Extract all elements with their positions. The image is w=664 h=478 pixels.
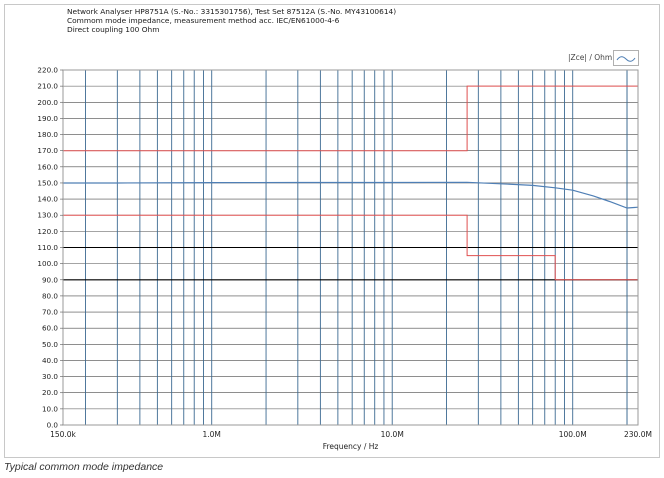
y-tick-label: 220.0	[37, 66, 58, 75]
y-tick-label: 190.0	[37, 114, 58, 123]
y-tick-label: 130.0	[37, 211, 58, 220]
y-tick-label: 90.0	[42, 275, 58, 284]
x-tick-label: 10.0M	[381, 430, 404, 439]
series-lines	[63, 181, 639, 209]
legend-swatch	[613, 50, 639, 66]
y-tick-label: 30.0	[42, 372, 58, 381]
y-tick-label: 40.0	[42, 356, 58, 365]
y-tick-label: 110.0	[37, 243, 58, 252]
x-tick-label: 1.0M	[203, 430, 221, 439]
series-line	[63, 181, 639, 209]
figure-caption: Typical common mode impedance	[4, 461, 164, 473]
y-tick-label: 80.0	[42, 291, 58, 300]
y-tick-label: 70.0	[42, 308, 58, 317]
y-tick-label: 160.0	[37, 162, 58, 171]
y-tick-label: 60.0	[42, 324, 58, 333]
header-line-1: Network Analyser HP8751A (S.-No.: 331530…	[67, 7, 397, 16]
x-tick-labels: 150.0k 1.0M 10.0M 100.0M 230.0M	[50, 430, 652, 439]
y-tick-label: 50.0	[42, 340, 58, 349]
limit-line	[63, 214, 638, 281]
y-tick-label: 180.0	[37, 130, 58, 139]
legend-label: |Zce| / Ohm	[568, 53, 613, 62]
x-tick-label: 150.0k	[50, 430, 76, 439]
x-tick-label: 100.0M	[559, 430, 587, 439]
header-line-3: Direct coupling 100 Ohm	[67, 25, 160, 34]
x-axis-label: Frequency / Hz	[323, 442, 379, 451]
y-tick-label: 140.0	[37, 195, 58, 204]
header-line-2: Commom mode impedance, measurement metho…	[67, 16, 340, 25]
y-tick-label: 120.0	[37, 227, 58, 236]
y-tick-label: 210.0	[37, 82, 58, 91]
y-tick-label: 150.0	[37, 178, 58, 187]
y-tick-label: 10.0	[42, 404, 58, 413]
y-tick-label: 100.0	[37, 259, 58, 268]
y-tick-label: 170.0	[37, 146, 58, 155]
chart-frame: Network Analyser HP8751A (S.-No.: 331530…	[4, 4, 660, 458]
reference-lines	[63, 246, 638, 281]
x-tick-label: 230.0M	[624, 430, 652, 439]
limit-line	[63, 85, 638, 152]
legend-wave-icon	[616, 56, 636, 62]
limit-lines	[63, 85, 638, 281]
y-tick-label: 20.0	[42, 388, 58, 397]
y-tick-label: 200.0	[37, 98, 58, 107]
y-tick-labels: 0.0 10.0 20.0 30.0 40.0 50.0 60.0 70.0 80.0 90.0 1…	[37, 66, 63, 430]
y-tick-label: 0.0	[47, 421, 59, 430]
